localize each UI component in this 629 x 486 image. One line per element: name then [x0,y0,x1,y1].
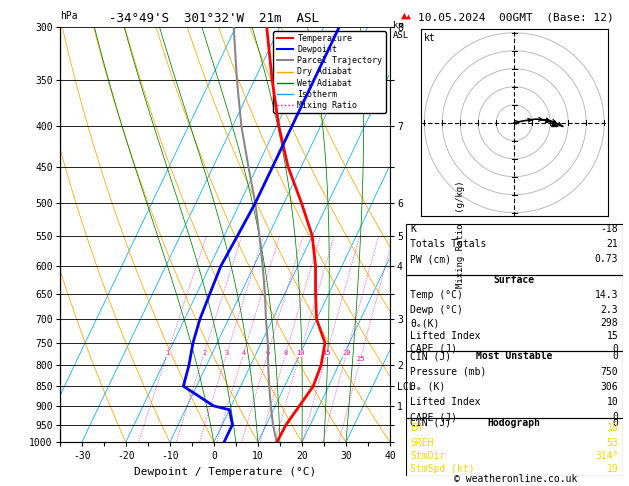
Text: -18: -18 [601,224,618,234]
Text: 0: 0 [613,417,618,428]
Text: kt: kt [424,33,436,43]
Text: 18: 18 [606,423,618,433]
Text: 4: 4 [242,350,245,356]
Text: Most Unstable: Most Unstable [476,351,552,361]
Text: CIN (J): CIN (J) [410,351,451,361]
Text: 15: 15 [323,350,331,356]
Text: CAPE (J): CAPE (J) [410,344,457,354]
Text: 1: 1 [165,350,170,356]
Text: 20: 20 [342,350,351,356]
Legend: Temperature, Dewpoint, Parcel Trajectory, Dry Adiabat, Wet Adiabat, Isotherm, Mi: Temperature, Dewpoint, Parcel Trajectory… [274,31,386,113]
Text: 6: 6 [265,350,270,356]
Bar [406,224,623,275]
Text: 15: 15 [606,331,618,341]
Text: km
ASL: km ASL [393,21,409,40]
Text: Totals Totals: Totals Totals [410,239,486,249]
Text: 0.73: 0.73 [595,254,618,264]
Text: 0: 0 [613,344,618,354]
Text: Temp (°C): Temp (°C) [410,290,463,300]
Text: 0: 0 [613,413,618,422]
Text: CAPE (J): CAPE (J) [410,413,457,422]
Text: PW (cm): PW (cm) [410,254,451,264]
Text: 10: 10 [296,350,304,356]
Text: Pressure (mb): Pressure (mb) [410,366,486,377]
Text: θₑ(K): θₑ(K) [410,318,440,328]
Bar [406,417,623,476]
Text: θₑ (K): θₑ (K) [410,382,445,392]
Text: 19: 19 [606,464,618,474]
Text: 0: 0 [613,351,618,361]
Text: K: K [410,224,416,234]
Y-axis label: Mixing Ratio  (g/kg): Mixing Ratio (g/kg) [456,181,465,288]
Text: 3: 3 [225,350,229,356]
Text: 298: 298 [601,318,618,328]
Text: Hodograph: Hodograph [487,417,541,428]
Text: 750: 750 [601,366,618,377]
Text: 10: 10 [606,397,618,407]
Text: 2.3: 2.3 [601,305,618,315]
Text: EH: EH [410,423,422,433]
Text: Lifted Index: Lifted Index [410,331,481,341]
Bar [406,275,623,351]
Bar [406,351,623,417]
X-axis label: Dewpoint / Temperature (°C): Dewpoint / Temperature (°C) [134,467,316,477]
Text: -34°49'S  301°32'W  21m  ASL: -34°49'S 301°32'W 21m ASL [109,12,319,25]
Text: ▲: ▲ [401,10,408,20]
Text: CIN (J): CIN (J) [410,417,451,428]
Text: 2: 2 [202,350,206,356]
Text: StmDir: StmDir [410,451,445,461]
Text: Dewp (°C): Dewp (°C) [410,305,463,315]
Text: 10.05.2024  00GMT  (Base: 12): 10.05.2024 00GMT (Base: 12) [418,12,614,22]
Text: 25: 25 [356,356,365,362]
Text: 21: 21 [606,239,618,249]
Text: 306: 306 [601,382,618,392]
Text: © weatheronline.co.uk: © weatheronline.co.uk [454,473,577,484]
Text: ▲: ▲ [406,11,411,20]
Text: StmSpd (kt): StmSpd (kt) [410,464,475,474]
Text: Surface: Surface [494,275,535,285]
Text: 53: 53 [606,438,618,448]
Text: Lifted Index: Lifted Index [410,397,481,407]
Text: 14.3: 14.3 [595,290,618,300]
Text: 314°: 314° [595,451,618,461]
Text: SREH: SREH [410,438,433,448]
Text: 8: 8 [284,350,288,356]
Text: hPa: hPa [60,11,77,21]
